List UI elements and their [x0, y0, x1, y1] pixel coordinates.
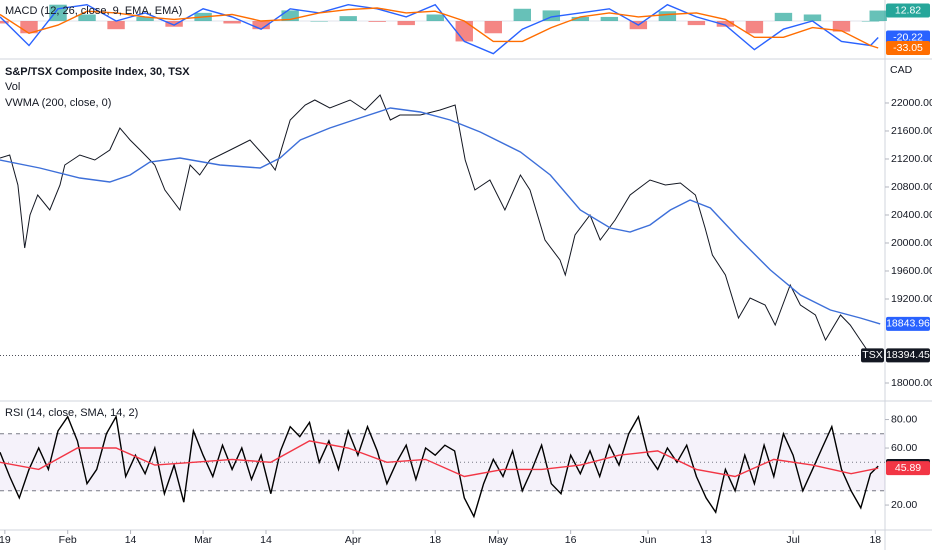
histogram-bar: [455, 21, 473, 42]
histogram-bar: [136, 16, 154, 22]
macd-title: MACD (12, 26, close, 9, EMA, EMA): [5, 5, 182, 17]
x-tick-label: 13: [700, 534, 712, 546]
y-tick-label: 22000.00: [891, 97, 932, 109]
x-tick-label: 14: [125, 534, 137, 546]
series-line: [0, 414, 879, 519]
last-value-label: 18394.45: [886, 349, 930, 361]
last-value-label: -20.22: [893, 31, 923, 43]
x-tick-label: Mar: [194, 534, 213, 546]
series-line: [0, 3, 879, 55]
x-tick-label: Jul: [786, 534, 799, 546]
last-value-box: [886, 3, 930, 18]
x-tick-label: Apr: [345, 534, 362, 546]
y-tick-label: 19600.00: [891, 265, 932, 277]
y-tick-label: 18000.00: [891, 377, 932, 389]
symbol-tag: TSX: [862, 349, 882, 361]
histogram-bar: [658, 11, 677, 22]
histogram-bar: [745, 21, 764, 34]
histogram-bar: [310, 21, 328, 22]
series-line: [0, 440, 879, 478]
last-value-label: 45.89: [895, 462, 921, 474]
y-tick-label: 19200.00: [891, 293, 932, 305]
series-line: [0, 7, 879, 49]
series-line: [0, 107, 881, 325]
price-title: S&P/TSX Composite Index, 30, TSX: [5, 66, 190, 78]
histogram-bar: [513, 8, 531, 22]
histogram-bar: [78, 14, 96, 22]
last-value-box: [886, 461, 930, 476]
last-value-label: 12.82: [895, 4, 921, 16]
histogram-bar: [107, 21, 125, 30]
histogram-bar: [252, 21, 270, 30]
y-tick-label: 80.00: [891, 413, 917, 425]
histogram-bar: [571, 16, 590, 22]
x-tick-label: Jun: [640, 534, 657, 546]
histogram-bar: [687, 21, 706, 26]
histogram-bar: [542, 10, 561, 22]
currency: CAD: [890, 64, 913, 76]
histogram-bar: [600, 16, 619, 22]
histogram-bar: [397, 21, 415, 26]
last-value-box: [886, 316, 930, 331]
x-tick-label: 14: [260, 534, 272, 546]
histogram-bar: [223, 21, 241, 24]
histogram-bar: [281, 10, 299, 22]
last-value-box: [886, 41, 930, 55]
histogram-bar: [0, 21, 9, 24]
last-value-label: 18843.96: [886, 318, 930, 330]
x-tick-label: 18: [869, 534, 881, 546]
x-tick-label: May: [488, 534, 509, 546]
histogram-bar: [774, 12, 793, 22]
last-value-box: [886, 348, 930, 363]
last-value-label: -33.05: [893, 42, 923, 54]
volume-label: Vol: [5, 81, 20, 93]
y-tick-label: 20800.00: [891, 181, 932, 193]
histogram-bar: [832, 21, 851, 32]
vwma-label: VWMA (200, close, 0): [5, 97, 111, 109]
histogram-bar: [716, 21, 735, 27]
x-tick-label: 16: [565, 534, 577, 546]
y-tick-label: 20000.00: [891, 237, 932, 249]
symbol-tag-box: [861, 348, 884, 363]
plot: [0, 3, 887, 519]
histogram-bar: [861, 21, 880, 22]
series-line: [0, 94, 879, 356]
histogram-bar: [869, 10, 887, 22]
y-tick-label: 20400.00: [891, 209, 932, 221]
axes: 12.82 -20.22-33.05 18000.00 19200.00 19600.0…: [0, 3, 932, 546]
y-tick-label: 20.00: [891, 499, 917, 511]
y-tick-label: 21600.00: [891, 125, 932, 137]
rsi-title: RSI (14, close, SMA, 14, 2): [5, 407, 138, 419]
histogram-bar: [426, 14, 444, 22]
histogram-bar: [484, 21, 502, 34]
y-tick-label: 21200.00: [891, 153, 932, 165]
histogram-bar: [803, 14, 822, 22]
x-tick-label: 19: [0, 534, 11, 546]
y-tick-label: 60.00: [891, 442, 917, 454]
x-tick-label: Feb: [59, 534, 77, 546]
histogram-bar: [368, 21, 386, 22]
histogram-bar: [339, 16, 357, 22]
histogram-bar: [165, 21, 183, 27]
x-tick-label: 18: [429, 534, 441, 546]
